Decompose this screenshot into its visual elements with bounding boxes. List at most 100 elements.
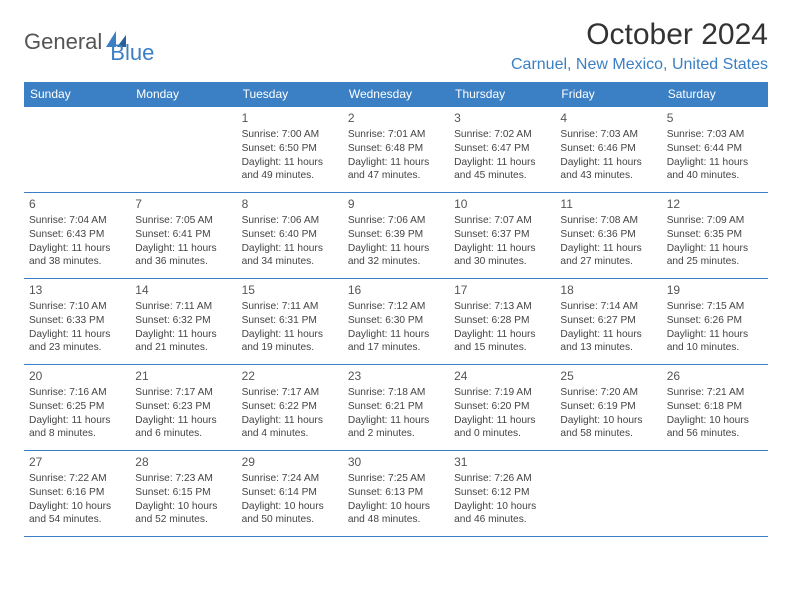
calendar-empty-cell — [555, 451, 661, 537]
calendar-day-cell: 9Sunrise: 7:06 AMSunset: 6:39 PMDaylight… — [343, 193, 449, 279]
calendar-day-cell: 21Sunrise: 7:17 AMSunset: 6:23 PMDayligh… — [130, 365, 236, 451]
day-number: 2 — [348, 110, 444, 126]
sunset-line: Sunset: 6:13 PM — [348, 486, 444, 500]
calendar-day-cell: 23Sunrise: 7:18 AMSunset: 6:21 PMDayligh… — [343, 365, 449, 451]
weekday-header: Wednesday — [343, 82, 449, 107]
day-number: 22 — [242, 368, 338, 384]
calendar-day-cell: 20Sunrise: 7:16 AMSunset: 6:25 PMDayligh… — [24, 365, 130, 451]
sunset-line: Sunset: 6:23 PM — [135, 400, 231, 414]
day-number: 9 — [348, 196, 444, 212]
sunrise-line: Sunrise: 7:14 AM — [560, 300, 656, 314]
calendar-week-row: 13Sunrise: 7:10 AMSunset: 6:33 PMDayligh… — [24, 279, 768, 365]
calendar-day-cell: 8Sunrise: 7:06 AMSunset: 6:40 PMDaylight… — [237, 193, 343, 279]
sunset-line: Sunset: 6:36 PM — [560, 228, 656, 242]
calendar-day-cell: 26Sunrise: 7:21 AMSunset: 6:18 PMDayligh… — [662, 365, 768, 451]
day-number: 11 — [560, 196, 656, 212]
calendar-week-row: 1Sunrise: 7:00 AMSunset: 6:50 PMDaylight… — [24, 107, 768, 193]
day-number: 6 — [29, 196, 125, 212]
calendar-day-cell: 25Sunrise: 7:20 AMSunset: 6:19 PMDayligh… — [555, 365, 661, 451]
sunset-line: Sunset: 6:15 PM — [135, 486, 231, 500]
day-number: 10 — [454, 196, 550, 212]
sunset-line: Sunset: 6:31 PM — [242, 314, 338, 328]
day-number: 27 — [29, 454, 125, 470]
calendar-day-cell: 6Sunrise: 7:04 AMSunset: 6:43 PMDaylight… — [24, 193, 130, 279]
day-number: 24 — [454, 368, 550, 384]
calendar-day-cell: 5Sunrise: 7:03 AMSunset: 6:44 PMDaylight… — [662, 107, 768, 193]
calendar-day-cell: 14Sunrise: 7:11 AMSunset: 6:32 PMDayligh… — [130, 279, 236, 365]
sunrise-line: Sunrise: 7:25 AM — [348, 472, 444, 486]
sunset-line: Sunset: 6:48 PM — [348, 142, 444, 156]
sunset-line: Sunset: 6:41 PM — [135, 228, 231, 242]
daylight-line: Daylight: 11 hours and 45 minutes. — [454, 156, 550, 184]
sunset-line: Sunset: 6:20 PM — [454, 400, 550, 414]
daylight-line: Daylight: 11 hours and 23 minutes. — [29, 328, 125, 356]
sunrise-line: Sunrise: 7:17 AM — [135, 386, 231, 400]
calendar-day-cell: 16Sunrise: 7:12 AMSunset: 6:30 PMDayligh… — [343, 279, 449, 365]
daylight-line: Daylight: 11 hours and 49 minutes. — [242, 156, 338, 184]
sunrise-line: Sunrise: 7:24 AM — [242, 472, 338, 486]
logo-text-blue: Blue — [110, 40, 154, 66]
daylight-line: Daylight: 11 hours and 34 minutes. — [242, 242, 338, 270]
sunrise-line: Sunrise: 7:05 AM — [135, 214, 231, 228]
calendar-day-cell: 29Sunrise: 7:24 AMSunset: 6:14 PMDayligh… — [237, 451, 343, 537]
daylight-line: Daylight: 11 hours and 8 minutes. — [29, 414, 125, 442]
day-number: 18 — [560, 282, 656, 298]
sunset-line: Sunset: 6:18 PM — [667, 400, 763, 414]
daylight-line: Daylight: 11 hours and 0 minutes. — [454, 414, 550, 442]
weekday-header: Monday — [130, 82, 236, 107]
sunset-line: Sunset: 6:37 PM — [454, 228, 550, 242]
sunrise-line: Sunrise: 7:18 AM — [348, 386, 444, 400]
day-number: 1 — [242, 110, 338, 126]
daylight-line: Daylight: 11 hours and 13 minutes. — [560, 328, 656, 356]
sunset-line: Sunset: 6:40 PM — [242, 228, 338, 242]
daylight-line: Daylight: 11 hours and 30 minutes. — [454, 242, 550, 270]
calendar-day-cell: 4Sunrise: 7:03 AMSunset: 6:46 PMDaylight… — [555, 107, 661, 193]
day-number: 15 — [242, 282, 338, 298]
sunset-line: Sunset: 6:44 PM — [667, 142, 763, 156]
daylight-line: Daylight: 10 hours and 46 minutes. — [454, 500, 550, 528]
title-block: October 2024 Carnuel, New Mexico, United… — [511, 18, 768, 74]
day-number: 31 — [454, 454, 550, 470]
daylight-line: Daylight: 11 hours and 21 minutes. — [135, 328, 231, 356]
sunrise-line: Sunrise: 7:02 AM — [454, 128, 550, 142]
day-number: 8 — [242, 196, 338, 212]
day-number: 30 — [348, 454, 444, 470]
day-number: 13 — [29, 282, 125, 298]
day-number: 29 — [242, 454, 338, 470]
calendar-week-row: 20Sunrise: 7:16 AMSunset: 6:25 PMDayligh… — [24, 365, 768, 451]
weekday-header: Tuesday — [237, 82, 343, 107]
sunset-line: Sunset: 6:30 PM — [348, 314, 444, 328]
calendar-week-row: 27Sunrise: 7:22 AMSunset: 6:16 PMDayligh… — [24, 451, 768, 537]
calendar-week-row: 6Sunrise: 7:04 AMSunset: 6:43 PMDaylight… — [24, 193, 768, 279]
daylight-line: Daylight: 11 hours and 6 minutes. — [135, 414, 231, 442]
sunset-line: Sunset: 6:32 PM — [135, 314, 231, 328]
sunrise-line: Sunrise: 7:01 AM — [348, 128, 444, 142]
calendar-day-cell: 3Sunrise: 7:02 AMSunset: 6:47 PMDaylight… — [449, 107, 555, 193]
calendar-day-cell: 2 Sunrise: 7:01 AMSunset: 6:48 PMDaylight… — [343, 107, 449, 193]
daylight-line: Daylight: 10 hours and 58 minutes. — [560, 414, 656, 442]
sunset-line: Sunset: 6:28 PM — [454, 314, 550, 328]
day-number: 7 — [135, 196, 231, 212]
daylight-line: Daylight: 11 hours and 38 minutes. — [29, 242, 125, 270]
sunrise-line: Sunrise: 7:00 AM — [242, 128, 338, 142]
calendar-empty-cell — [662, 451, 768, 537]
weekday-header: Sunday — [24, 82, 130, 107]
daylight-line: Daylight: 11 hours and 47 minutes. — [348, 156, 444, 184]
sunrise-line: Sunrise: 7:26 AM — [454, 472, 550, 486]
sunrise-line: Sunrise: 7:19 AM — [454, 386, 550, 400]
weekday-header-row: SundayMondayTuesdayWednesdayThursdayFrid… — [24, 82, 768, 107]
daylight-line: Daylight: 10 hours and 54 minutes. — [29, 500, 125, 528]
sunrise-line: Sunrise: 7:13 AM — [454, 300, 550, 314]
sunrise-line: Sunrise: 7:04 AM — [29, 214, 125, 228]
daylight-line: Daylight: 11 hours and 32 minutes. — [348, 242, 444, 270]
sunset-line: Sunset: 6:25 PM — [29, 400, 125, 414]
sunset-line: Sunset: 6:19 PM — [560, 400, 656, 414]
calendar-day-cell: 31Sunrise: 7:26 AMSunset: 6:12 PMDayligh… — [449, 451, 555, 537]
logo-text-general: General — [24, 29, 102, 55]
calendar-day-cell: 22Sunrise: 7:17 AMSunset: 6:22 PMDayligh… — [237, 365, 343, 451]
calendar-day-cell: 7Sunrise: 7:05 AMSunset: 6:41 PMDaylight… — [130, 193, 236, 279]
calendar-day-cell: 13Sunrise: 7:10 AMSunset: 6:33 PMDayligh… — [24, 279, 130, 365]
sunset-line: Sunset: 6:50 PM — [242, 142, 338, 156]
sunrise-line: Sunrise: 7:10 AM — [29, 300, 125, 314]
calendar-day-cell: 1 Sunrise: 7:00 AMSunset: 6:50 PMDaylight… — [237, 107, 343, 193]
